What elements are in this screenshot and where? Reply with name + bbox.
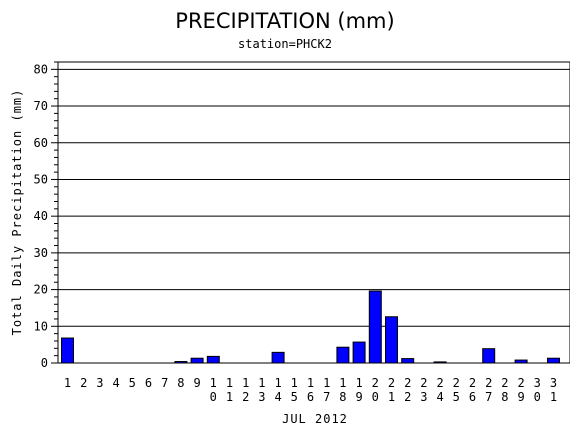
bar bbox=[190, 357, 204, 364]
plot-area-frame bbox=[57, 61, 570, 364]
y-tick-label: 50 bbox=[34, 172, 48, 186]
x-tick-label: 7 bbox=[161, 376, 168, 390]
y-tick-label: 10 bbox=[34, 319, 48, 333]
bar bbox=[368, 290, 382, 364]
bar bbox=[385, 316, 398, 364]
x-tick-label: 5 bbox=[129, 376, 136, 390]
bar bbox=[482, 348, 496, 364]
bar bbox=[547, 357, 560, 364]
y-tick-label: 80 bbox=[34, 62, 48, 76]
x-tick-label: 8 bbox=[177, 376, 184, 390]
x-axis: 1 2 3 4 5 6 7 8 9 1 01 11 21 31 41 51 61 71 81 92 02 12 22 32 42… bbox=[64, 376, 557, 404]
y-tick-label: 0 bbox=[41, 356, 48, 370]
bar bbox=[401, 358, 415, 364]
bar bbox=[336, 346, 350, 364]
y-tick-label: 70 bbox=[34, 99, 48, 113]
y-axis: 0 10 20 30 40 50 60 70 80 bbox=[34, 61, 58, 370]
y-tick-label: 60 bbox=[34, 136, 48, 150]
x-axis-label: JUL 2012 bbox=[282, 412, 348, 426]
chart-title: PRECIPITATION (mm) bbox=[175, 9, 394, 33]
gridlines bbox=[58, 68, 570, 327]
bars-group bbox=[61, 290, 560, 364]
bar bbox=[61, 337, 74, 364]
x-tick-label: 2 bbox=[80, 376, 87, 390]
x-tick-label: 1 bbox=[64, 376, 71, 390]
y-tick-label: 40 bbox=[34, 209, 48, 223]
y-tick-label: 30 bbox=[34, 246, 48, 260]
y-axis-label: Total Daily Precipitation (mm) bbox=[10, 89, 24, 336]
x-tick-label: 9 bbox=[193, 376, 200, 390]
chart-subtitle: station=PHCK2 bbox=[238, 37, 332, 51]
y-tick-label: 20 bbox=[34, 283, 48, 297]
bar bbox=[352, 341, 366, 364]
x-tick-label: 6 bbox=[145, 376, 152, 390]
x-tick-label: 4 bbox=[112, 376, 119, 390]
bar bbox=[206, 355, 220, 364]
bar bbox=[271, 351, 285, 364]
x-tick-label: 3 bbox=[96, 376, 103, 390]
